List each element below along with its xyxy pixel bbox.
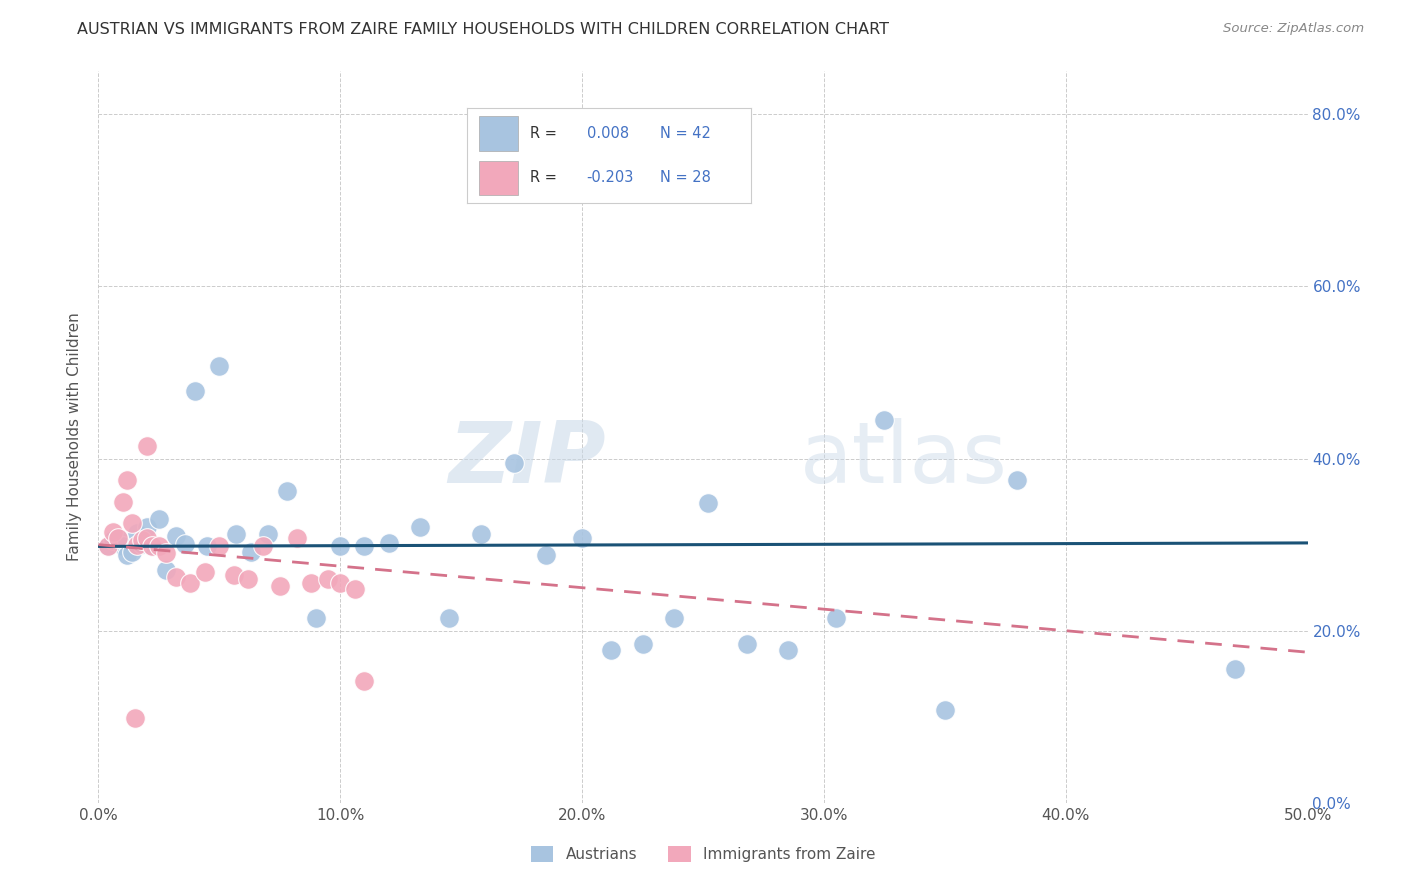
Point bbox=[776, 642, 799, 657]
Point bbox=[353, 540, 375, 554]
Point bbox=[121, 516, 143, 530]
Point bbox=[1223, 662, 1246, 676]
Point bbox=[222, 567, 245, 582]
Point bbox=[135, 531, 157, 545]
Point bbox=[141, 539, 163, 553]
Point bbox=[165, 529, 187, 543]
Point bbox=[238, 572, 260, 586]
Point bbox=[195, 540, 218, 554]
Point bbox=[662, 611, 685, 625]
Point bbox=[127, 538, 149, 552]
Point bbox=[353, 673, 375, 688]
Point bbox=[124, 711, 146, 725]
Point bbox=[631, 637, 654, 651]
Text: atlas: atlas bbox=[800, 417, 1008, 500]
Point bbox=[208, 540, 231, 554]
Point bbox=[194, 565, 217, 579]
Point bbox=[299, 576, 322, 591]
Point bbox=[97, 540, 120, 554]
Point bbox=[165, 570, 187, 584]
Point bbox=[343, 582, 366, 597]
Point bbox=[269, 579, 291, 593]
Point bbox=[111, 540, 134, 554]
Point bbox=[825, 611, 848, 625]
Point bbox=[155, 564, 177, 578]
Text: Source: ZipAtlas.com: Source: ZipAtlas.com bbox=[1223, 22, 1364, 36]
Text: AUSTRIAN VS IMMIGRANTS FROM ZAIRE FAMILY HOUSEHOLDS WITH CHILDREN CORRELATION CH: AUSTRIAN VS IMMIGRANTS FROM ZAIRE FAMILY… bbox=[77, 22, 890, 37]
Point bbox=[111, 494, 134, 508]
Point bbox=[101, 533, 124, 548]
Text: ZIP: ZIP bbox=[449, 417, 606, 500]
Point bbox=[239, 544, 262, 558]
Point bbox=[1007, 473, 1029, 487]
Legend: Austrians, Immigrants from Zaire: Austrians, Immigrants from Zaire bbox=[524, 840, 882, 868]
Point bbox=[117, 548, 139, 562]
Point bbox=[174, 537, 197, 551]
Point bbox=[155, 546, 177, 560]
Point bbox=[97, 540, 120, 554]
Point bbox=[131, 533, 153, 548]
Point bbox=[316, 572, 339, 586]
Point bbox=[208, 359, 231, 373]
Point bbox=[141, 540, 163, 554]
Point bbox=[735, 637, 758, 651]
Point bbox=[285, 531, 308, 545]
Point bbox=[121, 544, 143, 558]
Point bbox=[135, 520, 157, 534]
Point bbox=[256, 527, 278, 541]
Point bbox=[934, 703, 956, 717]
Point bbox=[696, 496, 718, 510]
Point bbox=[131, 537, 153, 551]
Point bbox=[873, 413, 896, 427]
Point bbox=[600, 642, 623, 657]
Point bbox=[305, 611, 328, 625]
Point bbox=[503, 456, 526, 470]
Point bbox=[107, 531, 129, 545]
Point bbox=[437, 611, 460, 625]
Point bbox=[179, 576, 201, 591]
Point bbox=[276, 484, 298, 499]
Point bbox=[534, 548, 557, 562]
Point bbox=[127, 525, 149, 540]
Point bbox=[252, 540, 274, 554]
Point bbox=[329, 576, 352, 591]
Point bbox=[225, 527, 247, 541]
Point bbox=[117, 473, 139, 487]
Point bbox=[107, 531, 129, 545]
Y-axis label: Family Households with Children: Family Households with Children bbox=[67, 313, 83, 561]
Point bbox=[148, 540, 170, 554]
Point bbox=[409, 520, 432, 534]
Point bbox=[148, 512, 170, 526]
Point bbox=[101, 524, 124, 539]
Point bbox=[377, 536, 399, 550]
Point bbox=[135, 439, 157, 453]
Point bbox=[571, 531, 593, 545]
Point bbox=[470, 527, 492, 541]
Point bbox=[184, 384, 207, 399]
Point bbox=[329, 540, 352, 554]
